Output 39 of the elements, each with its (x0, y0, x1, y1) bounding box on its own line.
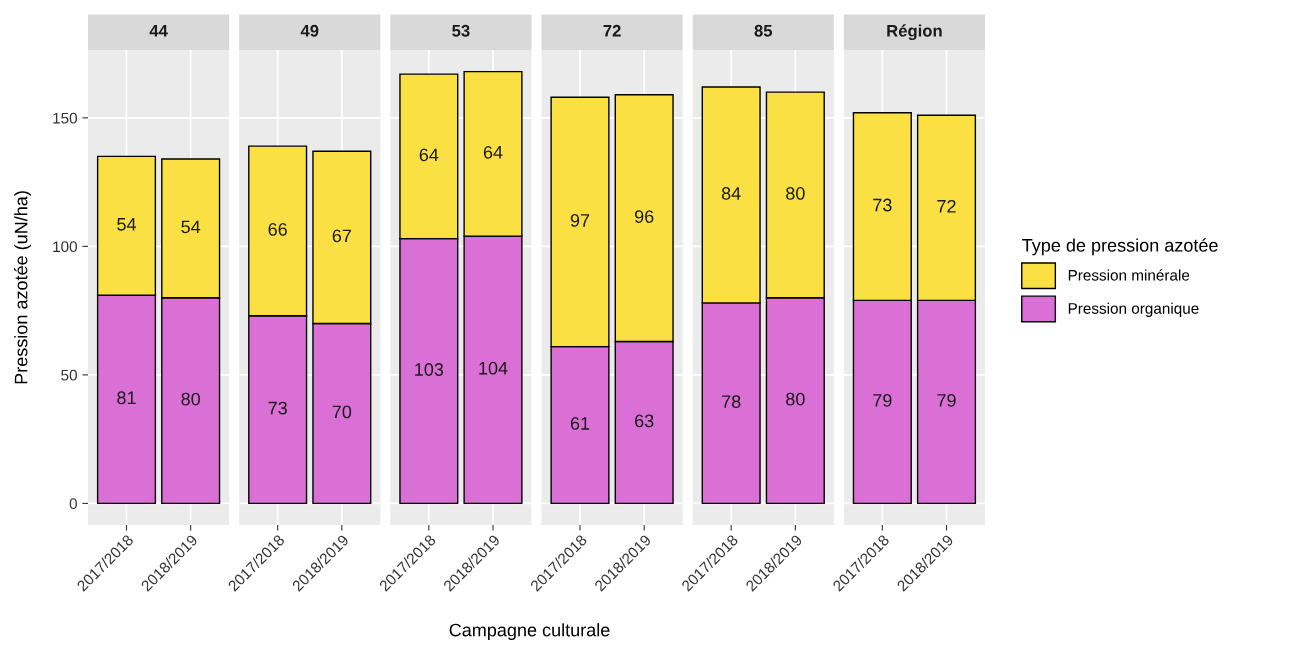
x-axis-title: Campagne culturale (449, 623, 610, 640)
chart-title: 53 (452, 24, 470, 37)
y-tick-label: 50 (61, 369, 77, 381)
y-tick-label: 100 (53, 241, 77, 253)
chart-title: 85 (754, 24, 773, 37)
data-label: 84 (721, 187, 741, 200)
data-label: 79 (937, 393, 956, 407)
y-tick-label: 150 (53, 112, 77, 124)
data-label: 80 (181, 392, 200, 406)
data-label: 79 (873, 393, 892, 407)
chart-title: Région (887, 24, 942, 41)
data-label: 73 (873, 198, 892, 212)
data-label: 103 (415, 363, 444, 376)
chart-title: 44 (149, 25, 168, 37)
chart-title: 72 (603, 24, 621, 37)
data-label: 64 (419, 148, 439, 162)
data-label: 54 (181, 220, 201, 234)
data-label: 97 (570, 214, 590, 227)
data-label: 80 (786, 392, 805, 406)
data-label: 73 (268, 401, 287, 415)
data-label: 96 (634, 210, 654, 223)
legend-label: Pression organique (1068, 302, 1199, 317)
data-label: 78 (722, 395, 741, 409)
data-label: 63 (635, 414, 654, 428)
data-label: 67 (332, 229, 351, 243)
legend-title: Type de pression azotée (1022, 238, 1218, 256)
chart-title: 49 (300, 24, 319, 37)
data-label: 54 (117, 218, 137, 231)
data-label: 80 (786, 187, 805, 200)
legend-label: Pression minérale (1068, 269, 1190, 281)
y-axis-title: Pression azotée (uN/ha) (13, 191, 32, 384)
y-tick-label: 0 (69, 498, 77, 510)
data-label: 66 (268, 223, 287, 236)
data-label: 70 (332, 405, 352, 419)
data-label: 104 (479, 361, 508, 375)
data-label: 81 (117, 391, 136, 405)
data-label: 61 (570, 417, 590, 430)
data-label: 72 (937, 199, 956, 213)
data-label: 64 (483, 145, 503, 159)
